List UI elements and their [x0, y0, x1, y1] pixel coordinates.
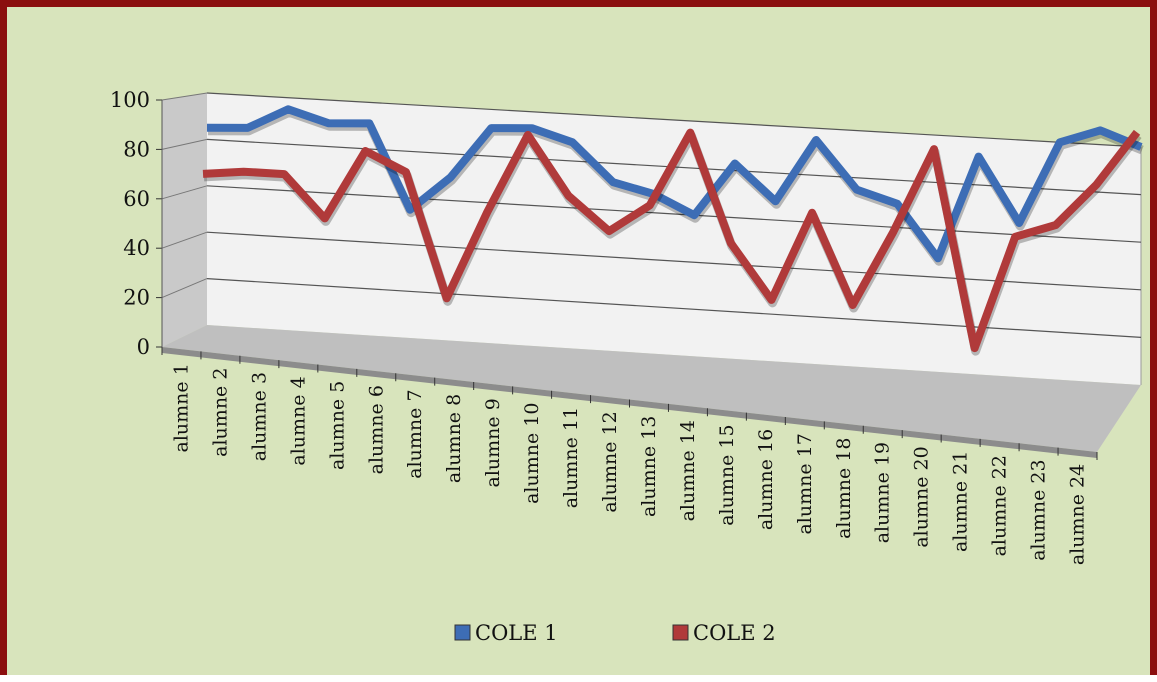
- x-tick-label: alumne 12: [599, 411, 621, 512]
- x-tick-label: alumne 15: [716, 424, 738, 525]
- y-tick-label: 60: [123, 187, 150, 211]
- x-tick-label: alumne 9: [482, 398, 504, 487]
- legend-swatch: [672, 624, 689, 641]
- side-wall: [162, 93, 207, 347]
- x-tick-label: alumne 21: [950, 451, 972, 552]
- legend-label: COLE 2: [693, 621, 776, 645]
- gridline-side: [161, 231, 208, 249]
- y-tick-label: 40: [123, 236, 150, 260]
- x-tick-label: alumne 3: [248, 372, 270, 461]
- x-tick-label: alumne 11: [560, 407, 582, 508]
- gridline-side: [161, 92, 208, 101]
- series-line-1: [206, 105, 1143, 263]
- x-axis: alumne 1 alumne 2 alumne 3 alumne 4 alumne 5…: [161, 347, 1098, 565]
- y-tick-label: 80: [123, 137, 150, 161]
- y-tick-label: 20: [123, 286, 150, 310]
- series-line-2: [202, 128, 1141, 353]
- legend-swatch: [454, 624, 471, 641]
- x-tick-label: alumne 24: [1067, 464, 1089, 565]
- y-tick-label: 0: [137, 335, 150, 359]
- x-tick-label: alumne 22: [989, 455, 1011, 556]
- gridline-side: [161, 278, 208, 299]
- series-lines: [202, 105, 1144, 356]
- gridline: [206, 92, 1142, 148]
- x-tick-label: alumne 16: [755, 429, 777, 530]
- gridline-side: [161, 185, 208, 200]
- y-tick-label: 100: [110, 88, 150, 112]
- back-wall: [207, 93, 1141, 385]
- x-tick-label: alumne 14: [677, 420, 699, 521]
- x-tick-label: alumne 1: [170, 363, 192, 452]
- gridline-side: [161, 138, 208, 150]
- legend: COLE 1 COLE 2: [454, 621, 776, 645]
- gridline: [206, 185, 1142, 243]
- x-tick-label: alumne 4: [287, 376, 309, 465]
- x-tick-label: alumne 19: [872, 442, 894, 543]
- x-tick-label: alumne 18: [833, 438, 855, 539]
- floor: [162, 325, 1141, 452]
- x-tick-label: alumne 8: [443, 394, 465, 483]
- legend-label: COLE 1: [475, 621, 558, 645]
- x-tick-label: alumne 10: [521, 403, 543, 504]
- x-tick-label: alumne 7: [404, 389, 426, 478]
- y-axis: 0 20 40 60 80 100: [110, 88, 163, 359]
- gridline: [206, 231, 1142, 291]
- x-tick-label: alumne 23: [1028, 459, 1050, 560]
- x-tick-label: alumne 6: [365, 385, 387, 474]
- x-tick-label: alumne 13: [638, 416, 660, 517]
- x-tick-label: alumne 2: [209, 368, 231, 457]
- x-tick-label: alumne 5: [326, 381, 348, 470]
- x-tick-label: alumne 17: [794, 433, 816, 534]
- x-tick-label: alumne 20: [911, 446, 933, 547]
